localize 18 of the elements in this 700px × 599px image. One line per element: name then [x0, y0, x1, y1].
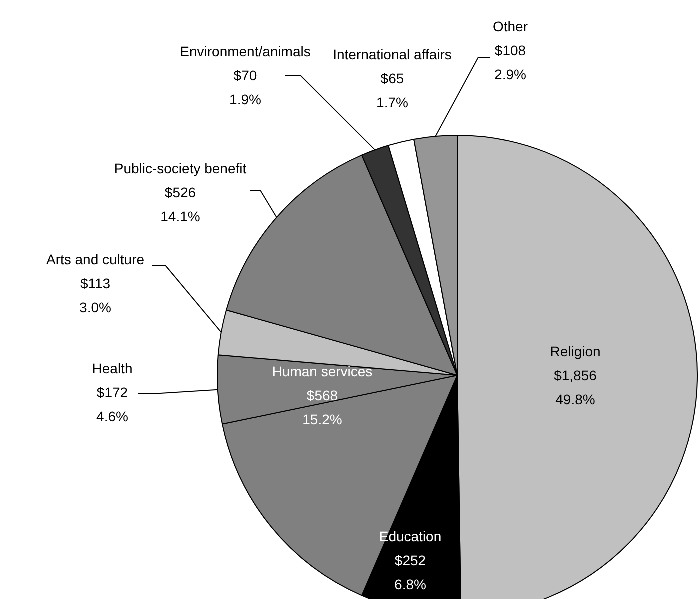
slice-label: Arts and culture [46, 252, 145, 268]
slice-label: Environment/animals [180, 44, 311, 60]
data-label: $252 6.8% [394, 552, 426, 592]
slice-label: Public-society benefit [114, 160, 247, 176]
data-label: $526 14.1% [160, 184, 200, 224]
slice-label: Religion [550, 344, 601, 360]
data-label: $113 3.0% [80, 276, 112, 316]
data-label: $108 2.9% [494, 42, 526, 82]
slice-label: International affairs [333, 46, 452, 62]
data-label: $172 4.6% [96, 384, 128, 424]
data-label: $568 15.2% [302, 388, 342, 428]
slice-label: Education [379, 528, 442, 544]
slice-label: Health [92, 360, 133, 376]
data-label: $1,856 49.8% [554, 368, 598, 408]
slice-label: Other [492, 18, 528, 34]
slice-label: Human services [272, 364, 373, 380]
data-label: $65 1.7% [376, 70, 408, 110]
data-label: $70 1.9% [230, 68, 262, 108]
